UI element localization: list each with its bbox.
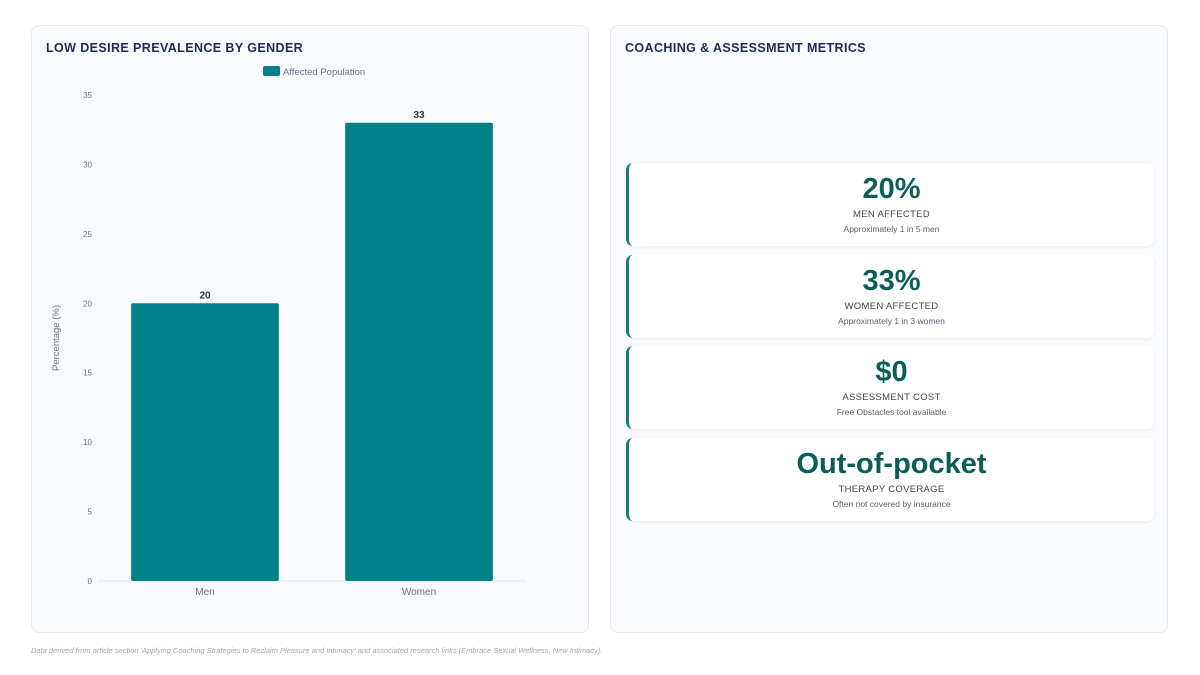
metric-description: Often not covered by insurance [832, 498, 951, 509]
metric-value: $0 [875, 356, 908, 388]
y-tick-label: 25 [83, 230, 92, 239]
y-tick-label: 0 [88, 577, 93, 586]
metric-label: WOMEN AFFECTED [844, 300, 939, 312]
y-tick-label: 5 [88, 508, 93, 517]
metric-value: 20% [862, 173, 921, 205]
bar-value-label: 33 [413, 110, 425, 121]
metric-label: ASSESSMENT COST [842, 392, 941, 403]
x-tick-label: Women [402, 587, 436, 598]
bar-women [345, 122, 493, 582]
chart-panel: LOW DESIRE PREVALENCE BY GENDER Affected… [31, 25, 589, 633]
y-tick-label: 35 [83, 91, 92, 100]
metric-label: THERAPY COVERAGE [838, 483, 945, 495]
metrics-panel: COACHING & ASSESSMENT METRICS 20% MEN AF… [610, 25, 1168, 633]
metric-card-therapy-coverage: Out-of-pocket THERAPY COVERAGE Often not… [626, 437, 1154, 521]
y-tick-label: 15 [83, 369, 92, 378]
metric-card-assessment-cost: $0 ASSESSMENT COST Free Obstacles tool a… [626, 346, 1154, 429]
chart-panel-title: LOW DESIRE PREVALENCE BY GENDER [46, 41, 304, 55]
metric-description: Approximately 1 in 5 men [843, 224, 940, 234]
y-tick-label: 20 [83, 299, 92, 308]
metric-value: 33% [862, 264, 921, 297]
bar-value-label: 20 [199, 290, 211, 301]
y-tick-label: 30 [83, 160, 92, 169]
legend-swatch [263, 66, 280, 76]
footnote: Data derived from article section 'Apply… [31, 646, 603, 655]
x-tick-label: Men [195, 587, 214, 598]
metric-description: Free Obstacles tool available [836, 407, 947, 417]
metric-card-men-affected: 20% MEN AFFECTED Approximately 1 in 5 me… [626, 163, 1154, 246]
legend-label: Affected Population [283, 67, 365, 78]
y-axis-title: Percentage (%) [51, 305, 62, 371]
metric-value: Out-of-pocket [796, 447, 987, 480]
metric-description: Approximately 1 in 3 women [838, 315, 945, 326]
metrics-list: 20% MEN AFFECTED Approximately 1 in 5 me… [626, 163, 1154, 529]
metrics-panel-title: COACHING & ASSESSMENT METRICS [625, 41, 867, 55]
metric-label: MEN AFFECTED [853, 209, 930, 220]
bar-chart: Affected Population 0 5 10 15 20 25 30 35 Percent… [51, 66, 526, 598]
bar-men [131, 303, 279, 581]
y-tick-label: 10 [83, 438, 92, 447]
metric-card-women-affected: 33% WOMEN AFFECTED Approximately 1 in 3 … [626, 254, 1154, 338]
